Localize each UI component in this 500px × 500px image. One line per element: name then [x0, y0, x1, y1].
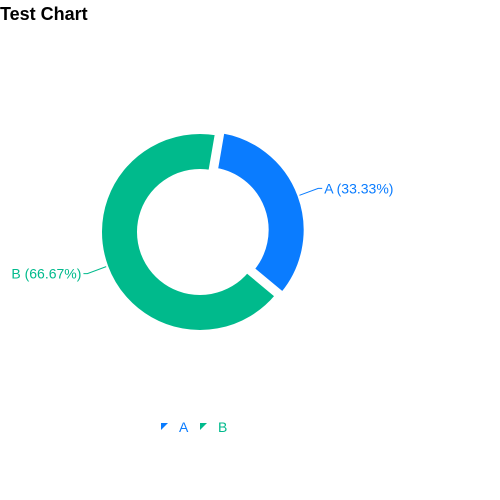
- slice-label-a: A (33.33%): [324, 180, 393, 196]
- slice-label-b: B (66.67%): [11, 266, 81, 282]
- leader-line-b: [83, 266, 107, 275]
- legend-swatch-icon: [200, 423, 207, 430]
- legend-item-a[interactable]: A: [161, 419, 189, 435]
- slice-a[interactable]: [213, 129, 308, 297]
- legend-item-b[interactable]: B: [200, 419, 227, 435]
- slices-group: [98, 129, 308, 334]
- slice-b[interactable]: [98, 130, 280, 334]
- legend-label: A: [179, 419, 189, 435]
- slice-labels-group: A (33.33%) B (66.67%): [11, 180, 393, 281]
- legend-swatch-icon: [161, 423, 168, 430]
- legend-label: B: [218, 419, 227, 435]
- leader-line-a: [299, 187, 323, 196]
- chart-title: Test Chart: [0, 4, 88, 24]
